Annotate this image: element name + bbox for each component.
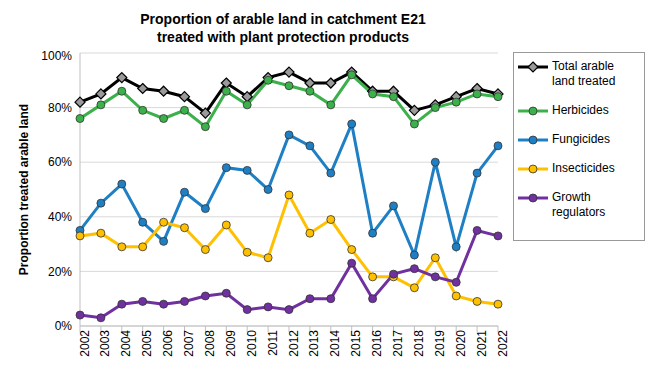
svg-text:40%: 40%	[48, 210, 72, 224]
svg-text:2018: 2018	[412, 330, 426, 357]
svg-text:2005: 2005	[140, 330, 154, 357]
svg-text:2016: 2016	[370, 330, 384, 357]
svg-text:2008: 2008	[203, 330, 217, 357]
svg-text:2006: 2006	[161, 330, 175, 357]
html-text:Fungicides: Fungicides	[552, 132, 610, 146]
html-text:Herbicides: Herbicides	[552, 103, 609, 117]
svg-text:2010: 2010	[245, 330, 259, 357]
html-text:Insecticides: Insecticides	[552, 161, 615, 175]
svg-text:2017: 2017	[391, 330, 405, 357]
svg-text:2019: 2019	[433, 330, 447, 357]
svg-text:2003: 2003	[98, 330, 112, 357]
svg-text:20%: 20%	[48, 265, 72, 279]
svg-text:Proportion treated arable land: Proportion treated arable land	[17, 104, 31, 275]
svg-text:2002: 2002	[78, 330, 92, 357]
svg-text:2021: 2021	[475, 330, 489, 357]
svg-text:2013: 2013	[307, 330, 321, 357]
svg-text:2007: 2007	[182, 330, 196, 357]
svg-text:0%: 0%	[55, 319, 73, 333]
svg-text:2004: 2004	[119, 330, 133, 357]
svg-text:100%: 100%	[41, 49, 72, 63]
html-text:Growth regulators: Growth regulators	[552, 190, 606, 219]
html-text:Proportion of arable land in c: Proportion of arable land in catchment E…	[140, 11, 426, 45]
svg-text:2012: 2012	[287, 330, 301, 357]
svg-text:80%: 80%	[48, 101, 72, 115]
svg-text:2011: 2011	[266, 330, 280, 356]
svg-text:60%: 60%	[48, 155, 72, 169]
html-text:Total arable land treated: Total arable land treated	[552, 59, 616, 88]
svg-text:2015: 2015	[349, 330, 363, 357]
svg-text:2022: 2022	[496, 330, 508, 357]
svg-text:2020: 2020	[454, 330, 468, 357]
svg-text:2014: 2014	[328, 330, 342, 357]
svg-text:2009: 2009	[224, 330, 238, 357]
